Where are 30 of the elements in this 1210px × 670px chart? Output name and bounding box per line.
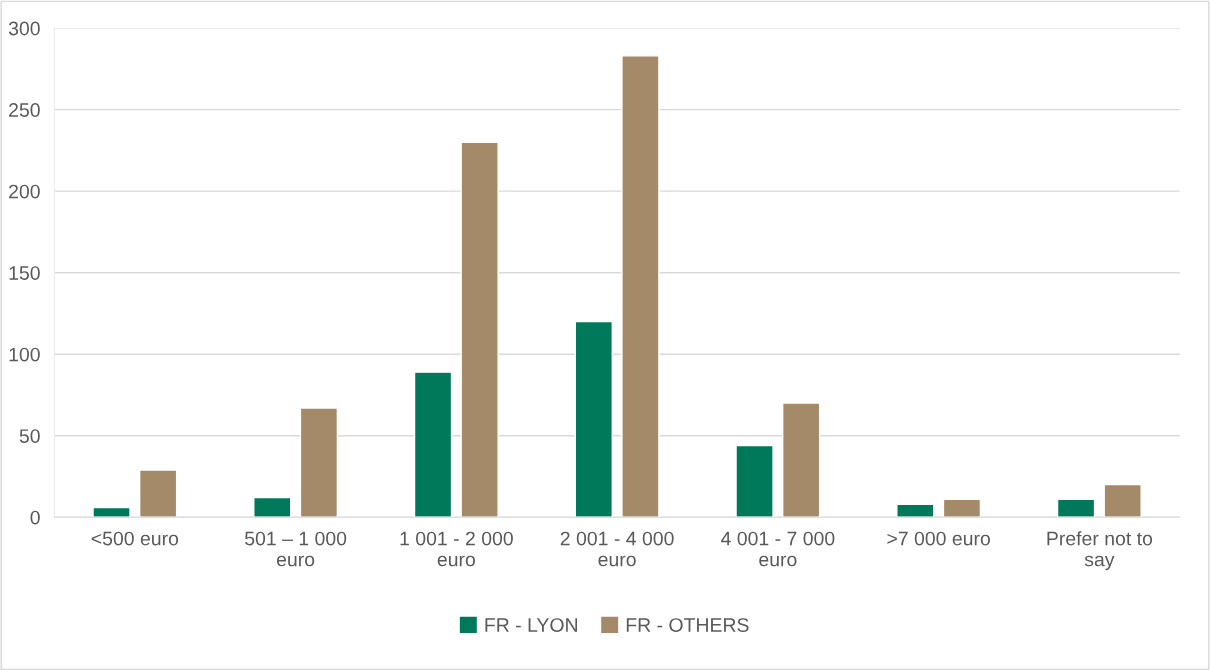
- y-tick-label: 50: [19, 429, 40, 443]
- bar: [1056, 498, 1096, 518]
- x-tick-label: 1 001 - 2 000 euro: [400, 531, 513, 567]
- x-tick-label: Prefer not to say: [1047, 531, 1153, 571]
- bar: [138, 469, 178, 518]
- bar: [574, 320, 613, 518]
- bar: [942, 498, 982, 518]
- x-tick-label: 2 001 - 4 000 euro: [560, 531, 674, 567]
- y-tick-label: 200: [9, 184, 40, 199]
- x-tick-label: 501 – 1 000 euro: [245, 531, 347, 567]
- legend-label: FR - LYON: [485, 618, 577, 632]
- bar: [1103, 483, 1142, 518]
- bar: [781, 402, 821, 518]
- y-tick-label: 150: [9, 266, 40, 280]
- x-tick-label: <500 euro: [91, 531, 179, 546]
- y-tick-label: 100: [9, 347, 40, 362]
- bar: [460, 141, 499, 518]
- bar: [413, 371, 453, 518]
- y-tick-label: 0: [30, 510, 40, 525]
- legend-label: FR - OTHERS: [626, 618, 749, 632]
- x-tick-label: >7 000 euro: [887, 531, 990, 546]
- y-tick-label: 250: [9, 103, 40, 117]
- bar: [621, 55, 660, 518]
- bar: [896, 503, 935, 518]
- bar: [735, 444, 774, 518]
- bar: [299, 407, 339, 518]
- bar: [92, 506, 131, 518]
- y-tick-label: 300: [8, 21, 40, 36]
- x-tick-label: 4 001 - 7 000 euro: [721, 531, 835, 567]
- bar: [253, 496, 292, 518]
